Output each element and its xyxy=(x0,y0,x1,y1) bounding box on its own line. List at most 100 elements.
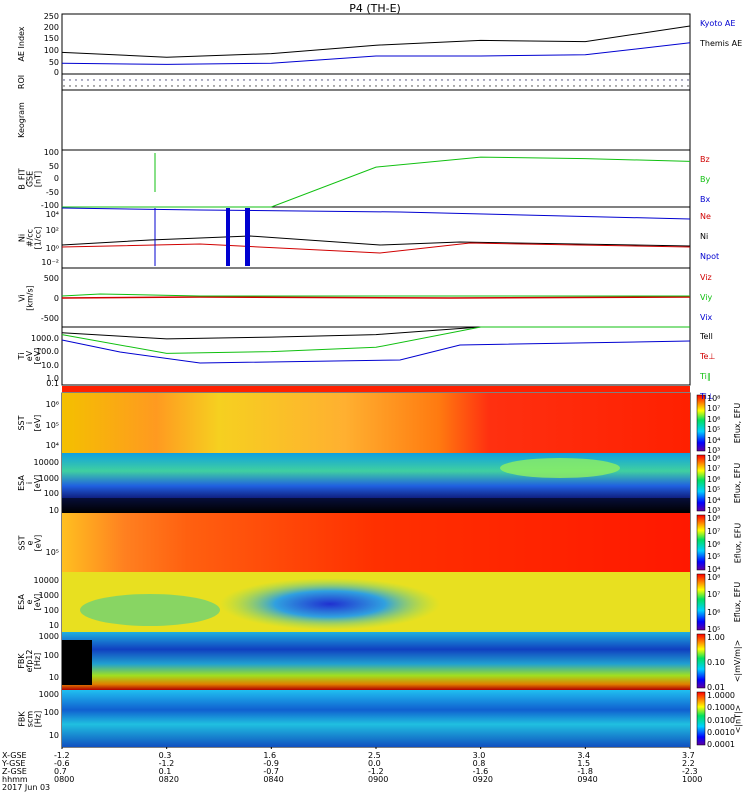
roi-dot xyxy=(555,79,557,81)
roi-dot xyxy=(219,79,221,81)
roi-dot xyxy=(231,85,233,87)
roi-dot xyxy=(501,85,503,87)
roi-dot xyxy=(225,85,227,87)
roi-dot xyxy=(159,79,161,81)
roi-dot xyxy=(423,85,425,87)
roi-dot xyxy=(423,79,425,81)
roi-dot xyxy=(129,79,131,81)
roi-dot xyxy=(177,79,179,81)
roi-dot xyxy=(75,79,77,81)
ytick-temperature: 1000.0 xyxy=(31,334,59,343)
roi-dot xyxy=(153,85,155,87)
ytick-fbk_e12: 1000 xyxy=(38,632,59,641)
legend-ae: Themis AE xyxy=(700,39,743,48)
colorbar-label: Eflux, EFU xyxy=(733,581,742,623)
series-ni xyxy=(61,235,691,247)
footer-value: -0.6 xyxy=(54,759,70,768)
roi-dot xyxy=(399,85,401,87)
roi-dot xyxy=(99,79,101,81)
legend-density: Ne xyxy=(700,212,711,221)
roi-dot xyxy=(633,85,635,87)
ytick-velocity: -500 xyxy=(40,314,59,323)
ytick-temperature: 1.0 xyxy=(46,374,59,383)
roi-dot xyxy=(561,85,563,87)
legend-ae: Kyoto AE xyxy=(700,19,736,28)
ytick-ae: 50 xyxy=(48,58,59,67)
roi-dot xyxy=(357,79,359,81)
roi-dot xyxy=(207,85,209,87)
roi-dot xyxy=(501,79,503,81)
fbk-scm-spectrogram xyxy=(62,690,690,747)
sst-ion-spectrogram xyxy=(62,393,690,453)
roi-dot xyxy=(477,79,479,81)
roi-dot xyxy=(87,85,89,87)
roi-dot xyxy=(171,85,173,87)
ytick-density: 10⁻² xyxy=(41,258,59,267)
ytick-velocity: 0 xyxy=(53,294,59,303)
ytick-esa_i: 100 xyxy=(43,489,59,498)
series-ti- xyxy=(61,326,690,354)
roi-dot xyxy=(243,79,245,81)
panel-frame-roi xyxy=(61,73,691,91)
roi-dot xyxy=(183,85,185,87)
roi-dot xyxy=(609,79,611,81)
roi-dot xyxy=(507,79,509,81)
roi-dot xyxy=(165,79,167,81)
roi-dot xyxy=(549,79,551,81)
colorbar-tick: 10⁴ xyxy=(707,435,721,445)
colorbar-tick: 10⁶ xyxy=(707,414,721,424)
legend-bfield: Bx xyxy=(700,195,711,204)
legend-temperature: Te⊥ xyxy=(700,352,716,361)
roi-dot xyxy=(555,85,557,87)
roi-dot xyxy=(639,79,641,81)
roi-dot xyxy=(459,79,461,81)
footer-value: 0.7 xyxy=(54,767,67,776)
roi-dot xyxy=(297,85,299,87)
roi-dot xyxy=(417,79,419,81)
roi-dot xyxy=(543,85,545,87)
roi-dot xyxy=(81,79,83,81)
roi-dot xyxy=(291,85,293,87)
ytick-ae: 0 xyxy=(53,68,59,77)
colorbar-esa_i xyxy=(696,454,706,512)
colorbar-tick: 10⁷ xyxy=(707,526,721,536)
roi-dot xyxy=(465,85,467,87)
roi-dot xyxy=(435,85,437,87)
roi-dot xyxy=(381,79,383,81)
roi-dot xyxy=(327,79,329,81)
roi-dot xyxy=(213,79,215,81)
roi-dot xyxy=(363,79,365,81)
roi-dot xyxy=(387,85,389,87)
ytick-temperature: 10.0 xyxy=(41,361,59,370)
roi-dot xyxy=(225,79,227,81)
footer-value: 0.0 xyxy=(368,759,381,768)
roi-dot xyxy=(681,85,683,87)
roi-dot xyxy=(75,85,77,87)
footer-value: 1.5 xyxy=(577,759,591,768)
roi-dot xyxy=(615,79,617,81)
roi-dot xyxy=(183,79,185,81)
ytick-fbk_e12: 10 xyxy=(48,673,59,682)
roi-dot xyxy=(489,79,491,81)
series-ne xyxy=(61,242,691,254)
legend-velocity: Vix xyxy=(700,313,713,322)
page-title: P4 (TH-E) xyxy=(349,2,401,15)
roi-dot xyxy=(687,85,689,87)
roi-dot xyxy=(477,85,479,87)
roi-dot xyxy=(321,85,323,87)
roi-dot xyxy=(405,79,407,81)
ytick-fbk_scm: 10 xyxy=(48,731,59,740)
roi-dot xyxy=(399,79,401,81)
roi-dot xyxy=(591,85,593,87)
colorbar-tick: 0.0100 xyxy=(707,715,735,725)
roi-dot xyxy=(237,79,239,81)
ytick-ae: 150 xyxy=(43,34,59,43)
roi-dot xyxy=(459,85,461,87)
colorbar-sst_e xyxy=(696,514,706,571)
roi-dot xyxy=(105,85,107,87)
roi-dot xyxy=(567,85,569,87)
roi-dot xyxy=(279,85,281,87)
roi-dot xyxy=(567,79,569,81)
roi-dot xyxy=(87,79,89,81)
roi-dot xyxy=(441,85,443,87)
